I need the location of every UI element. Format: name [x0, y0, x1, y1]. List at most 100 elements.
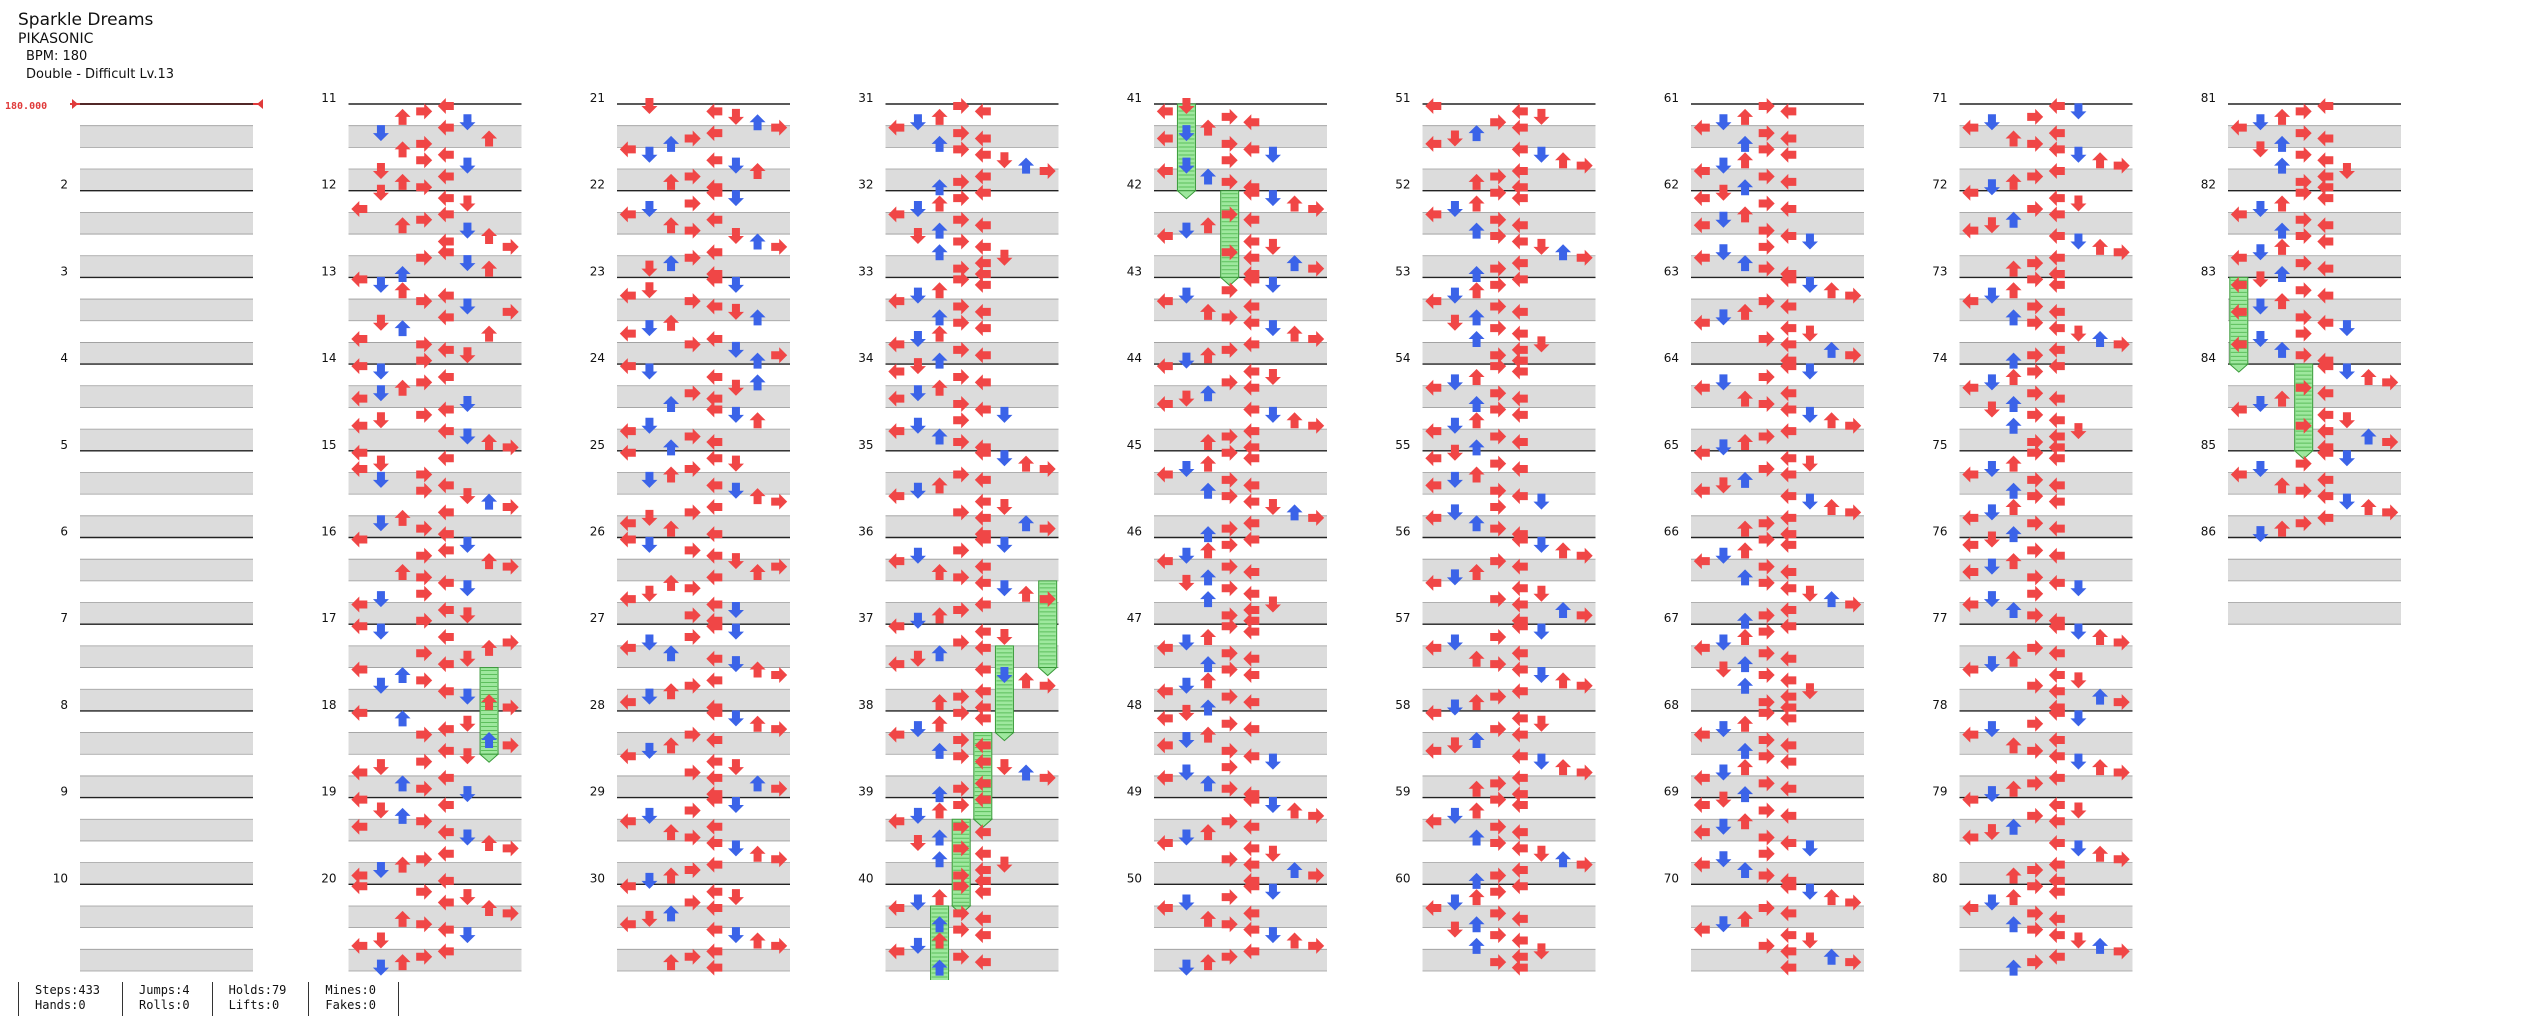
arrow-shape — [1758, 531, 1775, 548]
up-arrow-icon — [2005, 396, 2022, 413]
left-arrow-icon — [1780, 130, 1797, 147]
measure-68 — [1691, 710, 1864, 798]
down-arrow-icon — [2070, 580, 2087, 597]
arrow-shape — [2048, 125, 2065, 142]
right-arrow-icon — [2295, 282, 2312, 299]
arrow-shape — [619, 916, 636, 933]
arrow-shape — [1425, 206, 1442, 223]
arrow-shape — [2382, 504, 2399, 521]
arrow-shape — [2317, 217, 2334, 234]
left-arrow-icon — [1425, 98, 1442, 114]
arrow-shape — [394, 807, 411, 824]
arrow-shape — [2252, 526, 2269, 543]
right-arrow-icon — [953, 688, 970, 705]
arrow-shape — [1200, 303, 1217, 320]
down-arrow-icon — [909, 287, 926, 304]
right-arrow-icon — [2295, 184, 2312, 201]
arrow-shape — [2230, 336, 2247, 353]
arrow-shape — [641, 688, 658, 705]
arrow-shape — [2048, 797, 2065, 814]
arrow-shape — [974, 753, 991, 770]
arrow-shape — [2360, 428, 2377, 445]
arrow-shape — [1737, 742, 1754, 759]
arrow-shape — [1221, 688, 1238, 705]
hold-tail — [2293, 450, 2315, 460]
arrow-shape — [1758, 368, 1775, 385]
difficulty-label: Double - Difficult Lv.13 — [26, 67, 175, 82]
arrow-shape — [888, 943, 905, 960]
arrow-shape — [351, 867, 368, 884]
arrow-shape — [727, 190, 744, 207]
arrow-shape — [1178, 574, 1195, 591]
right-arrow-icon — [1221, 558, 1238, 575]
beat-shade — [885, 342, 1059, 365]
up-arrow-icon — [1200, 699, 1217, 716]
arrow-shape — [2360, 368, 2377, 385]
beat-shade — [885, 299, 1059, 321]
right-arrow-icon — [1758, 461, 1775, 478]
right-arrow-icon — [953, 878, 970, 895]
measure-17 — [348, 623, 522, 712]
arrow-shape — [1555, 759, 1572, 776]
arrow-shape — [706, 753, 723, 770]
left-arrow-icon — [2317, 287, 2334, 304]
left-arrow-icon — [1511, 531, 1528, 548]
arrow-shape — [1758, 937, 1775, 954]
up-arrow-icon — [1737, 303, 1754, 320]
arrow-shape — [1511, 748, 1528, 765]
arrow-shape — [706, 856, 723, 873]
arrow-shape — [1156, 163, 1173, 180]
down-arrow-icon — [727, 455, 744, 472]
right-arrow-icon — [2113, 764, 2130, 781]
left-arrow-icon — [1243, 363, 1260, 380]
beat-shade — [348, 212, 522, 235]
left-arrow-icon — [1425, 477, 1442, 494]
measure-69 — [1691, 796, 1864, 885]
left-arrow-icon — [351, 764, 368, 781]
arrow-shape — [619, 141, 636, 158]
up-arrow-icon — [749, 233, 766, 250]
left-arrow-icon — [1156, 228, 1173, 245]
arrow-shape — [502, 737, 519, 754]
arrow-shape — [1264, 320, 1281, 337]
arrow-shape — [1243, 141, 1260, 158]
arrow-shape — [771, 780, 788, 797]
arrow-shape — [1758, 867, 1775, 884]
arrow-shape — [974, 883, 991, 900]
hold-tail — [1219, 276, 1241, 287]
beat-shade — [1154, 775, 1327, 798]
left-arrow-icon — [437, 401, 454, 418]
measure-number: 40 — [858, 871, 873, 885]
right-arrow-icon — [1221, 341, 1238, 358]
measure-number: 2 — [60, 178, 68, 192]
arrow-shape — [2092, 759, 2109, 776]
arrow-shape — [1221, 916, 1238, 933]
arrow-shape — [2317, 358, 2334, 375]
left-arrow-icon — [1511, 341, 1528, 358]
measure-43 — [1154, 276, 1327, 365]
down-arrow-icon — [1801, 883, 1818, 900]
arrow-shape — [974, 824, 991, 841]
arrow-shape — [481, 899, 498, 916]
left-arrow-icon — [1511, 390, 1528, 407]
arrow-shape — [1737, 542, 1754, 559]
up-arrow-icon — [1468, 173, 1485, 190]
measure-79 — [1959, 796, 2133, 885]
up-arrow-icon — [931, 742, 948, 759]
measure-number: 86 — [2201, 525, 2216, 539]
arrow-shape — [1221, 645, 1238, 662]
step-chart: 180.000 23456789101112131415161718192021… — [5, 91, 2401, 980]
beat-shade — [348, 732, 522, 755]
arrow-shape — [2005, 309, 2022, 326]
arrow-shape — [2005, 780, 2022, 797]
arrow-shape — [1425, 135, 1442, 152]
right-arrow-icon — [1221, 742, 1238, 759]
left-arrow-icon — [1511, 840, 1528, 857]
arrow-shape — [2295, 211, 2312, 228]
beat-shade — [1959, 429, 2133, 451]
left-arrow-icon — [1693, 119, 1710, 136]
arrow-shape — [1468, 802, 1485, 819]
measure-number: 44 — [1127, 351, 1142, 365]
arrow-shape — [1221, 813, 1238, 830]
arrow-shape — [2048, 834, 2065, 851]
